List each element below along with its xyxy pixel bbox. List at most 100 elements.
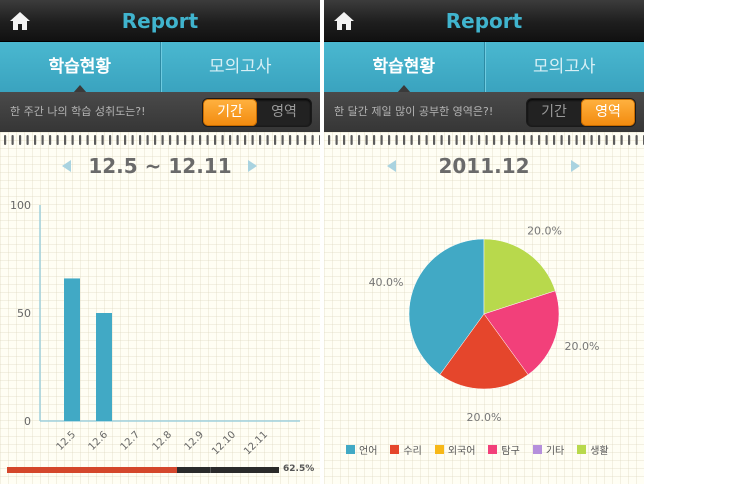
pie-legend: 언어 수리 외국어 탐구 기타 생활 [346,441,636,457]
toggle-period-button[interactable]: 기간 [203,99,257,126]
ring-mark [463,135,466,145]
ring-mark [553,135,556,145]
ring-mark [244,135,247,145]
ring-mark [154,135,157,145]
ring-mark [56,135,59,145]
ring-mark [169,135,172,145]
legend-swatch [577,444,587,454]
ring-mark [221,135,224,145]
filter-question: 한 달간 제일 많이 공부한 영역은?! [334,105,494,118]
toggle-area-button[interactable]: 영역 [581,99,635,126]
legend-swatch [390,444,400,454]
legend-item: 외국어 [434,441,475,457]
ring-mark [448,135,451,145]
tab-label: 모의고사 [532,57,596,77]
ring-mark [568,135,571,145]
toggle-period-button[interactable]: 기간 [541,104,567,120]
pie-slice [439,313,529,390]
legend-label: 탐구 [501,445,520,457]
filter-question: 한 주간 나의 학습 성취도는?! [10,105,146,118]
pie-slice [483,290,560,376]
ring-mark [289,135,292,145]
ring-mark [236,135,239,145]
ring-mark [575,135,578,145]
top-bar: Report [0,0,320,42]
ring-mark [418,135,421,145]
toggle-area-button[interactable]: 영역 [271,104,297,120]
pie-value-label: 20.0% [467,411,502,424]
report-screen-area: Report 학습현황 모의고사 한 달간 제일 많이 공부한 영역은?! 기간… [324,0,644,484]
y-tick-label: 100 [10,199,31,212]
page-title: Report [121,9,199,33]
main-tabs: 학습현황 모의고사 [324,42,645,93]
ring-mark [161,135,164,145]
ring-mark [184,135,187,145]
ring-mark [319,135,320,145]
legend-swatch [488,444,498,454]
ring-mark [560,135,563,145]
arrow-right-icon[interactable] [571,160,580,172]
ring-mark [146,135,149,145]
ring-mark [229,135,232,145]
period-label: 12.5 ~ 12.11 [88,154,232,178]
notebook-paper [0,132,320,484]
ring-mark [410,135,413,145]
tab-mock-exam[interactable]: 모의고사 [483,42,645,92]
ring-mark [508,135,511,145]
home-icon[interactable] [8,9,32,33]
ring-mark [259,135,262,145]
pie-chart: 40.0% 20.0% 20.0% 20.0% [369,225,600,424]
ring-mark [538,135,541,145]
legend-label: 언어 [359,445,378,457]
ring-mark [19,135,22,145]
filter-bar: 한 달간 제일 많이 공부한 영역은?! 기간 영역 [324,92,644,132]
ring-mark [328,135,331,145]
ring-mark [206,135,209,145]
legend-swatch [434,444,444,454]
ring-mark [4,135,7,145]
arrow-left-icon[interactable] [62,160,71,172]
tab-mock-exam[interactable]: 모의고사 [159,42,321,92]
legend-item: 수리 [390,441,422,457]
ring-mark [343,135,346,145]
legend-label: 수리 [403,445,422,457]
filter-bar: 한 주간 나의 학습 성취도는?! 기간 영역 [0,92,320,132]
legend-item: 탐구 [488,441,520,457]
tab-study-status[interactable]: 학습현황 [324,42,484,93]
ring-mark [500,135,503,145]
ring-mark [388,135,391,145]
pie-value-label: 40.0% [369,276,404,289]
x-tick-label: 12.6 [87,429,111,453]
ring-mark [191,135,194,145]
notebook-rings [4,135,320,145]
main-tabs: 학습현황 모의고사 [0,42,321,93]
tab-pointer-icon [396,85,411,93]
x-tick-label: 12.9 [183,429,207,453]
arrow-left-icon[interactable] [387,160,396,172]
notebook-rings [328,135,644,145]
progress-divider [210,467,211,473]
ring-mark [365,135,368,145]
ring-mark [214,135,217,145]
ring-mark [380,135,383,145]
report-screen-period: Report 학습현황 모의고사 한 주간 나의 학습 성취도는?! 기간 영역… [0,0,320,484]
tab-study-status[interactable]: 학습현황 [0,42,160,93]
pie-slice [483,238,556,315]
ring-mark [403,135,406,145]
ring-mark [176,135,179,145]
ring-mark [643,135,644,145]
ring-mark [598,135,601,145]
ring-mark [350,135,353,145]
legend-swatch [346,444,355,454]
ring-mark [296,135,299,145]
home-icon[interactable] [332,9,356,33]
arrow-right-icon[interactable] [248,160,257,172]
ring-mark [11,135,14,145]
tab-label: 학습현황 [48,57,112,77]
progress-bar [7,467,279,473]
ring-mark [335,135,338,145]
ring-mark [116,135,119,145]
ring-mark [199,135,202,145]
ring-mark [86,135,89,145]
legend-label: 생활 [590,445,609,457]
